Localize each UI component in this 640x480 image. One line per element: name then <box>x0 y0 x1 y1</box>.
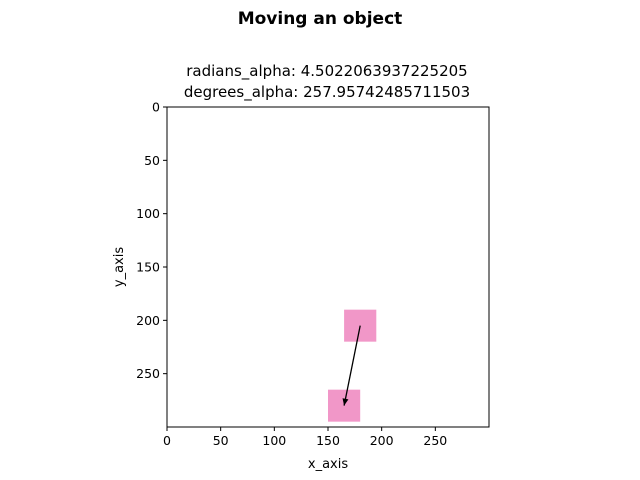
direction-arrow-shaft <box>343 325 361 406</box>
y-tick-label: 50 <box>144 153 160 168</box>
y-tick-label: 100 <box>136 206 160 221</box>
y-tick-label: 200 <box>136 313 160 328</box>
x-tick-label: 250 <box>423 433 447 448</box>
x-tick-label: 100 <box>262 433 286 448</box>
direction-arrow-head <box>342 398 349 406</box>
y-tick-label: 250 <box>136 366 160 381</box>
plot-area: 0 50 100 150 200 250 0 50 100 150 200 250 <box>136 100 490 448</box>
chart-title-line-2: degrees_alpha: 257.95742485711503 <box>184 83 470 102</box>
x-tick-label: 50 <box>213 433 229 448</box>
y-axis-label: y_axis <box>112 247 127 287</box>
y-tick-label: 150 <box>136 260 160 275</box>
x-tick-label: 0 <box>163 433 171 448</box>
x-tick-label: 200 <box>370 433 394 448</box>
y-tick-label: 0 <box>152 100 160 115</box>
axes-background <box>167 107 489 427</box>
arrow-layer <box>342 325 361 406</box>
x-axis-ticks: 0 50 100 150 200 250 <box>163 427 447 448</box>
x-tick-label: 150 <box>316 433 340 448</box>
y-axis-ticks: 0 50 100 150 200 250 <box>136 100 167 381</box>
chart-title-line-1: radians_alpha: 4.5022063937225205 <box>186 62 467 81</box>
figure-suptitle: Moving an object <box>238 9 403 29</box>
x-axis-label: x_axis <box>308 457 348 472</box>
